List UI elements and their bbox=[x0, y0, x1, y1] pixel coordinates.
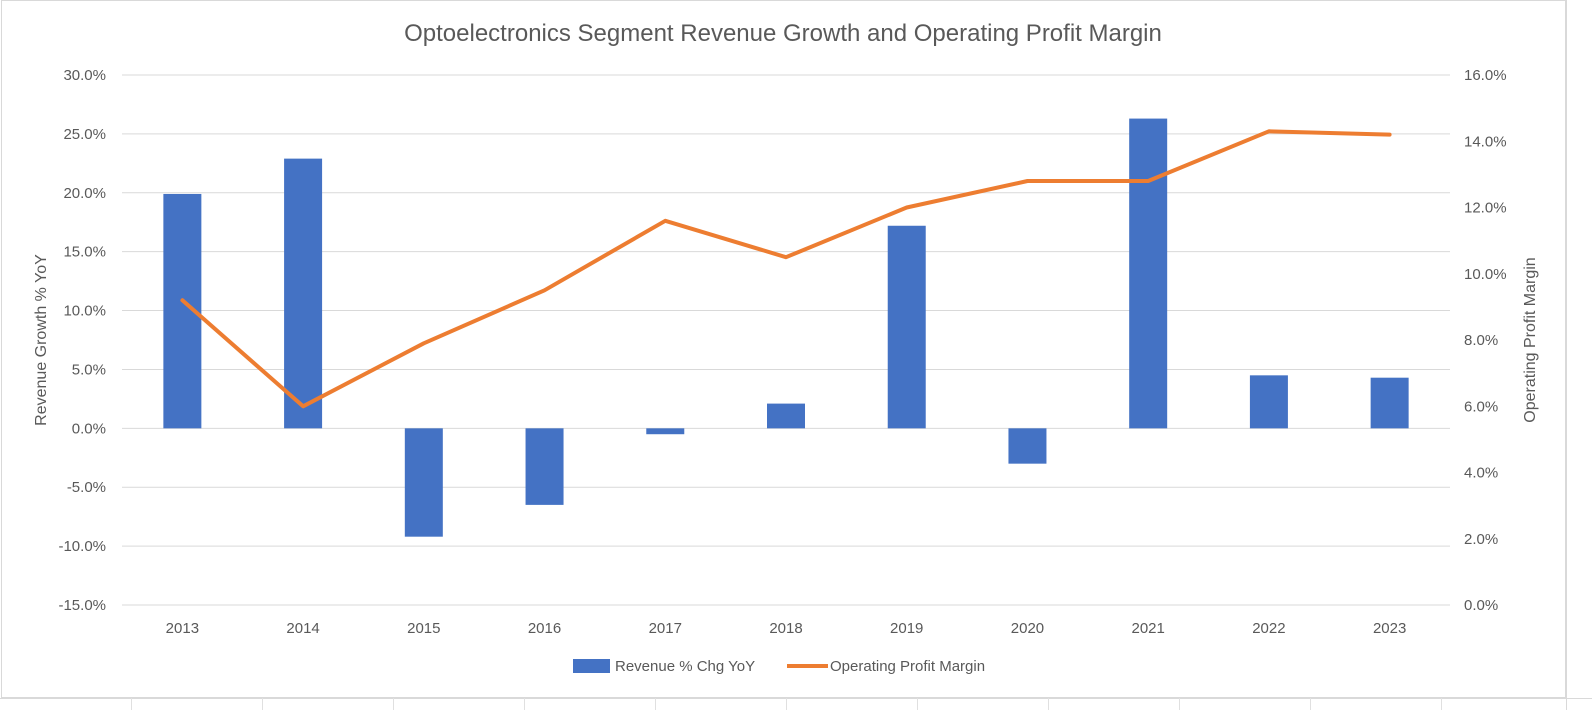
bar-2020 bbox=[1008, 428, 1047, 464]
bar-2018 bbox=[767, 403, 805, 429]
y2-tick-label: 16.0% bbox=[1464, 67, 1507, 84]
y2-tick-label: 2.0% bbox=[1464, 531, 1498, 548]
x-tick-label: 2020 bbox=[1011, 620, 1044, 637]
margin-line bbox=[180, 129, 1392, 409]
margin-point-2021 bbox=[1147, 180, 1149, 182]
margin-point-2023 bbox=[1389, 134, 1391, 136]
y2-tick-label: 12.0% bbox=[1464, 200, 1507, 217]
x-tick-label: 2015 bbox=[407, 620, 440, 637]
gridlines bbox=[122, 74, 1450, 606]
y2-tick-label: 6.0% bbox=[1464, 398, 1498, 415]
bar-2014 bbox=[284, 158, 323, 429]
x-tick-label: 2022 bbox=[1252, 620, 1285, 637]
chart-area[interactable] bbox=[1, 0, 1566, 698]
bar-2022 bbox=[1249, 375, 1288, 429]
x-tick-label: 2018 bbox=[769, 620, 802, 637]
y2-tick-label: 4.0% bbox=[1464, 465, 1498, 482]
y-tick-label: 15.0% bbox=[63, 244, 106, 261]
y2-tick-label: 0.0% bbox=[1464, 597, 1498, 614]
y-tick-label: 10.0% bbox=[63, 303, 106, 320]
left-axis-title: Revenue Growth % YoY bbox=[33, 254, 50, 426]
y2-tick-label: 10.0% bbox=[1464, 266, 1507, 283]
y-tick-label: -10.0% bbox=[58, 538, 106, 555]
revenue-bars bbox=[163, 118, 1409, 537]
bar-2016 bbox=[525, 428, 564, 505]
margin-point-2014 bbox=[302, 405, 304, 407]
x-tick-label: 2016 bbox=[528, 620, 561, 637]
y-tick-label: 20.0% bbox=[63, 185, 106, 202]
category-axis-ticks: 2013 2014 2015 2016 2017 2018 2019 2020 2021 2022… bbox=[166, 620, 1407, 637]
y-tick-label: 0.0% bbox=[72, 420, 106, 437]
margin-point-2016 bbox=[544, 289, 546, 291]
margin-point-2018 bbox=[785, 256, 787, 258]
margin-point-2020 bbox=[1026, 180, 1028, 182]
y2-tick-label: 8.0% bbox=[1464, 332, 1498, 349]
bar-2023 bbox=[1370, 377, 1409, 429]
legend-label-margin: Operating Profit Margin bbox=[830, 658, 985, 675]
bar-2015 bbox=[404, 428, 443, 537]
margin-point-2022 bbox=[1268, 130, 1270, 132]
right-axis-title: Operating Profit Margin bbox=[1522, 257, 1539, 422]
margin-point-2015 bbox=[423, 342, 425, 344]
y-tick-label: -15.0% bbox=[58, 597, 106, 614]
y2-tick-label: 14.0% bbox=[1464, 133, 1507, 150]
y-tick-label: 5.0% bbox=[72, 361, 106, 378]
margin-point-2019 bbox=[906, 207, 908, 208]
x-tick-label: 2014 bbox=[286, 620, 319, 637]
margin-line-path bbox=[180, 129, 1392, 409]
legend-swatch-revenue bbox=[573, 659, 610, 673]
right-axis-ticks: 16.0% 14.0% 12.0% 10.0% 8.0% 6.0% 4.0% 2.0% 0.0% bbox=[1464, 67, 1507, 614]
margin-point-2013 bbox=[181, 299, 183, 301]
bar-2019 bbox=[887, 225, 926, 429]
legend-label-revenue: Revenue % Chg YoY bbox=[615, 658, 755, 675]
chart-title: Optoelectronics Segment Revenue Growth a… bbox=[404, 20, 1162, 47]
x-tick-label: 2021 bbox=[1131, 620, 1164, 637]
y-tick-label: 25.0% bbox=[63, 126, 106, 143]
combo-chart: Optoelectronics Segment Revenue Growth a… bbox=[33, 20, 1539, 675]
legend: Revenue % Chg YoY Operating Profit Margi… bbox=[573, 658, 985, 675]
bar-2017 bbox=[646, 428, 685, 435]
x-tick-label: 2017 bbox=[649, 620, 682, 637]
margin-point-2017 bbox=[664, 220, 666, 222]
x-tick-label: 2019 bbox=[890, 620, 923, 637]
y-tick-label: -5.0% bbox=[67, 479, 106, 496]
bar-2021 bbox=[1129, 118, 1168, 429]
left-axis-ticks: 30.0% 25.0% 20.0% 15.0% 10.0% 5.0% 0.0% -5.0% -1… bbox=[58, 67, 106, 614]
x-tick-label: 2013 bbox=[166, 620, 199, 637]
x-tick-label: 2023 bbox=[1373, 620, 1406, 637]
y-tick-label: 30.0% bbox=[63, 67, 106, 84]
